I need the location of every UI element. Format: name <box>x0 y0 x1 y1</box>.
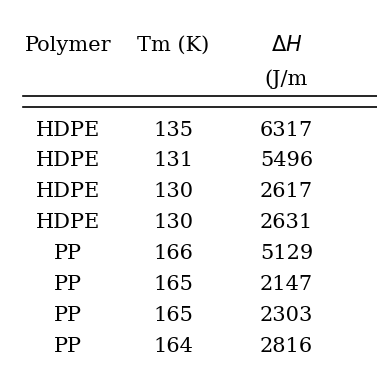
Text: 2617: 2617 <box>260 182 313 201</box>
Text: HDPE: HDPE <box>36 213 100 232</box>
Text: 2303: 2303 <box>260 306 313 325</box>
Text: 2631: 2631 <box>260 213 313 232</box>
Text: PP: PP <box>54 244 82 263</box>
Text: 135: 135 <box>153 121 193 139</box>
Text: 130: 130 <box>153 213 193 232</box>
Text: 165: 165 <box>153 275 193 294</box>
Text: 5496: 5496 <box>260 152 313 170</box>
Text: $\Delta H$: $\Delta H$ <box>271 35 302 55</box>
Text: HDPE: HDPE <box>36 182 100 201</box>
Text: PP: PP <box>54 337 82 356</box>
Text: 131: 131 <box>153 152 193 170</box>
Text: (J/m: (J/m <box>265 69 308 89</box>
Text: 6317: 6317 <box>260 121 313 139</box>
Text: 2147: 2147 <box>260 275 313 294</box>
Text: HDPE: HDPE <box>36 121 100 139</box>
Text: 165: 165 <box>153 306 193 325</box>
Text: 2816: 2816 <box>260 337 313 356</box>
Text: Polymer: Polymer <box>25 36 111 55</box>
Text: 5129: 5129 <box>260 244 313 263</box>
Text: 130: 130 <box>153 182 193 201</box>
Text: 164: 164 <box>153 337 193 356</box>
Text: HDPE: HDPE <box>36 152 100 170</box>
Text: PP: PP <box>54 306 82 325</box>
Text: PP: PP <box>54 275 82 294</box>
Text: 166: 166 <box>153 244 193 263</box>
Text: Tm (K): Tm (K) <box>137 36 210 55</box>
